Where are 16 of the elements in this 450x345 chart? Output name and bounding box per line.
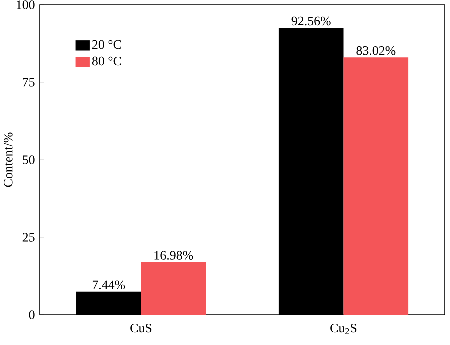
- data-label: 92.56%: [292, 16, 331, 26]
- data-label: 7.44%: [92, 280, 126, 290]
- x-tick-label: Cu$_{2}$S: [330, 324, 357, 334]
- y-tick-label: 0: [29, 310, 35, 320]
- x-tick-label: CuS: [130, 324, 152, 333]
- y-tick-label: 100: [17, 0, 35, 10]
- y-tick-label: 75: [23, 78, 35, 87]
- bar: [141, 262, 206, 315]
- y-tick-label: 25: [22, 233, 35, 242]
- data-label: 83.02%: [356, 46, 396, 56]
- legend-label: 20 °C: [92, 40, 122, 50]
- y-tick-label: 50: [23, 156, 35, 164]
- y-axis-title: Content/%: [4, 132, 13, 188]
- legend-label: 80 °C: [92, 56, 122, 66]
- data-label: 16.98%: [154, 251, 194, 260]
- bar: [344, 58, 409, 315]
